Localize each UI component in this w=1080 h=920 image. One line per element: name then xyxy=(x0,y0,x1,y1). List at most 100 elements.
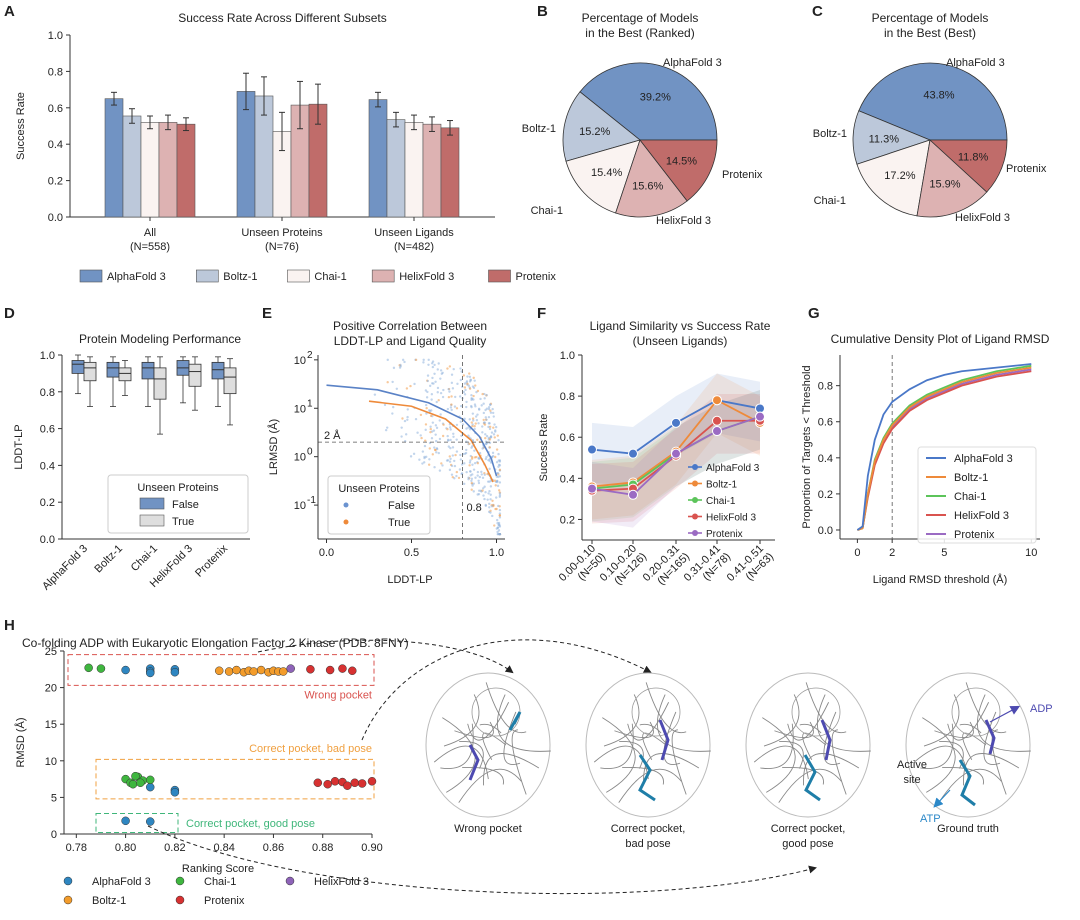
panel-e-point-false xyxy=(480,404,483,407)
panel-e-point-false xyxy=(398,366,402,369)
panel-e-point-false xyxy=(430,437,434,440)
ligand-atp xyxy=(958,759,976,807)
panel-e-point-false xyxy=(439,391,443,395)
panel-e-point-true xyxy=(446,428,449,431)
panel-g-y-tick-label: 0.4 xyxy=(818,453,833,465)
panel-d-y-tick-label: 0.6 xyxy=(40,424,55,436)
panel-e-point-false xyxy=(459,453,462,457)
panel-e-point-false xyxy=(458,468,462,471)
panel-e-point-false xyxy=(471,473,474,476)
panel-e-point-false xyxy=(455,474,458,478)
protein-ribbon xyxy=(763,694,800,747)
panel-e-point-false xyxy=(488,467,491,471)
panel-e-point-false xyxy=(485,393,488,397)
panel-e-point-false xyxy=(485,418,488,422)
panel-g-title: Cumulative Density Plot of Ligand RMSD xyxy=(831,332,1050,346)
panel-e-point-false xyxy=(423,444,427,448)
panel-e-legend-title: Unseen Proteins xyxy=(338,483,420,495)
ligand-adp xyxy=(820,719,832,761)
panel-b-title-2: in the Best (Ranked) xyxy=(585,26,694,40)
panel-e-point-false xyxy=(448,460,452,463)
panel-e-y-tick-label: 10 xyxy=(294,500,306,512)
panel-e-point-false xyxy=(463,417,466,421)
panel-a-bar-chart: Success Rate Across Different Subsets 0.0… xyxy=(15,11,556,283)
panel-e-point-false xyxy=(497,523,500,527)
panel-e-point-false xyxy=(450,381,454,385)
panel-e-point-false xyxy=(447,387,450,391)
panel-f-title-2: (Unseen Ligands) xyxy=(633,334,728,348)
panel-e-point-false xyxy=(449,438,452,442)
protein-helix xyxy=(951,687,1001,737)
panel-e-point-true xyxy=(448,365,452,368)
panel-e-point-false xyxy=(484,416,488,419)
panel-a-legend-label-alphafold-3: AlphaFold 3 xyxy=(107,271,166,283)
protein-ribbon xyxy=(920,723,954,769)
panel-a-title: Success Rate Across Different Subsets xyxy=(178,11,387,25)
panel-h-y-label: RMSD (Å) xyxy=(14,717,27,767)
panel-e-point-true xyxy=(481,392,484,396)
panel-e-point-false xyxy=(455,438,458,441)
panel-e-point-false xyxy=(425,455,428,459)
panel-a-legend-label-protenix: Protenix xyxy=(516,271,557,283)
panel-b-pct-protenix: 14.5% xyxy=(666,155,697,167)
panel-b-pct-boltz-1: 15.2% xyxy=(579,126,610,138)
panel-g-legend-label-helixfold-3: HelixFold 3 xyxy=(954,510,1009,522)
protein-ribbon xyxy=(593,745,649,780)
panel-e-point-false xyxy=(471,445,474,448)
panel-e-point-false xyxy=(392,405,395,409)
panel-e-point-false xyxy=(450,373,454,376)
protein-ribbon xyxy=(443,694,480,747)
panel-h-point-boltz-1 xyxy=(256,665,266,675)
panel-e-point-false xyxy=(413,382,416,386)
protein-ribbon xyxy=(467,702,510,741)
panel-e-point-true xyxy=(424,439,427,442)
panel-e-point-false xyxy=(447,445,451,448)
panel-f-legend-label-boltz-1: Boltz-1 xyxy=(706,480,738,491)
panel-e-point-true xyxy=(471,455,474,459)
panel-e-point-false xyxy=(438,469,442,472)
panel-f-title-1: Ligand Similarity vs Success Rate xyxy=(590,319,771,333)
panel-e-point-false xyxy=(437,451,440,455)
protein-ribbon xyxy=(779,741,804,769)
panel-e-point-false xyxy=(430,393,434,396)
panel-e-point-true xyxy=(493,436,496,439)
panel-d-legend-label-true: True xyxy=(172,516,194,528)
panel-e-point-true xyxy=(437,398,440,402)
panel-e-point-false xyxy=(484,433,487,436)
panel-e-point-false xyxy=(463,382,467,385)
panel-e-point-false xyxy=(412,452,416,456)
panel-c-pct-helixfold-3: 15.9% xyxy=(929,179,960,191)
protein-ribbon xyxy=(485,682,527,734)
panel-e-point-false xyxy=(476,470,480,474)
panel-e-point-false xyxy=(436,368,439,371)
panel-h-legend-label-alphafold-3: AlphaFold 3 xyxy=(92,876,151,888)
panel-d-box-chai-1-true xyxy=(153,367,167,400)
panel-e-point-false xyxy=(432,429,436,432)
panel-h-point-chai-1 xyxy=(128,779,138,789)
panel-e-point-false xyxy=(386,358,389,362)
panel-h-point-boltz-1 xyxy=(279,667,288,676)
panel-e-point-false xyxy=(438,419,441,422)
panel-h-legend-marker-helixfold-3 xyxy=(285,876,295,886)
panel-e-point-false xyxy=(495,461,499,464)
panel-e-point-true xyxy=(482,418,485,422)
panel-e-point-false xyxy=(498,508,502,512)
panel-d-box-plot: Protein Modeling Performance 0.0 0.2 0.4 0.6… xyxy=(13,332,250,593)
structure-caption: good pose xyxy=(782,838,833,850)
panel-letter-h: H xyxy=(4,617,15,634)
panel-e-point-false xyxy=(470,405,473,409)
panel-e-point-false xyxy=(392,366,396,370)
panel-h-point-protenix xyxy=(367,777,377,786)
protein-ribbon xyxy=(947,702,990,741)
protein-ribbon xyxy=(787,702,830,741)
panel-g-line-alphafold-3 xyxy=(856,363,1032,531)
panel-e-point-false xyxy=(472,468,476,471)
panel-e-legend-label-true: True xyxy=(388,517,410,529)
panel-e-legend-box xyxy=(327,475,431,535)
panel-e-point-true xyxy=(472,394,475,398)
panel-h-point-alphafold-3 xyxy=(145,817,155,826)
panel-d-box-alphafold-3-false xyxy=(71,360,85,374)
panel-e-point-true xyxy=(451,475,454,479)
panel-d-box-boltz-1-false xyxy=(106,361,120,378)
panel-e-point-false xyxy=(446,438,450,442)
